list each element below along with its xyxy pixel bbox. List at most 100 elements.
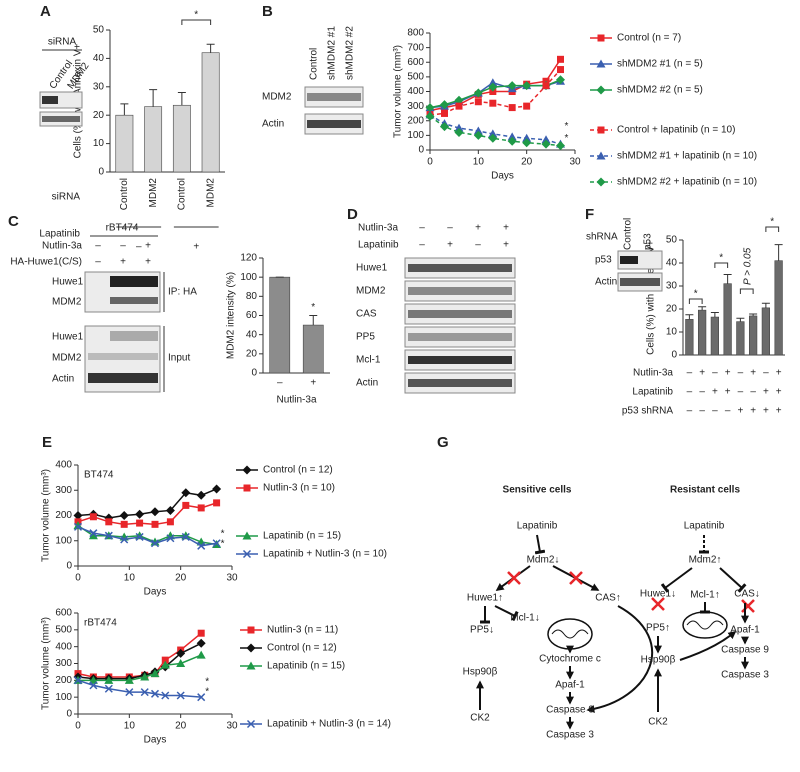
marker <box>488 129 498 138</box>
blot-title: siRNA <box>48 37 77 48</box>
diagram-node: CK2 <box>648 717 668 728</box>
row-label: Actin <box>52 374 74 385</box>
marker <box>125 688 134 697</box>
marker <box>212 484 222 494</box>
marker <box>507 81 517 91</box>
marker <box>124 675 134 684</box>
series-line <box>77 526 217 547</box>
marker <box>557 66 564 74</box>
marker <box>89 681 98 690</box>
panel-label: E <box>42 434 52 451</box>
row-label: p53 <box>595 255 612 266</box>
condition: – <box>763 368 769 379</box>
blot-band <box>408 356 512 364</box>
marker <box>556 75 565 85</box>
x-tick-label: 10 <box>473 157 485 168</box>
marker <box>196 650 206 659</box>
diagram-node: Huwe1↑ <box>467 593 503 604</box>
diagram-arrows <box>476 534 755 730</box>
y-tick-label: 200 <box>55 510 72 521</box>
marker <box>243 484 251 492</box>
row-label: MDM2 <box>52 353 82 364</box>
marker <box>489 99 497 107</box>
marker <box>73 676 83 685</box>
marker <box>140 688 149 697</box>
condition: – <box>687 406 693 417</box>
marker <box>488 82 498 92</box>
marker <box>176 691 185 700</box>
x-axis-label: Days <box>144 587 167 598</box>
marker <box>165 531 175 540</box>
y-tick-label: 120 <box>240 253 257 264</box>
treatment: – <box>419 223 425 234</box>
marker <box>150 689 160 698</box>
series-line <box>77 488 217 519</box>
marker <box>104 684 113 693</box>
marker <box>440 100 449 110</box>
y-tick-label: 0 <box>671 350 677 361</box>
y-tick-label: 200 <box>407 115 424 126</box>
marker <box>596 151 606 160</box>
blot-band <box>620 278 660 286</box>
bar <box>761 307 770 356</box>
blot-label: IP: HA <box>168 287 197 298</box>
marker <box>88 531 98 540</box>
marker <box>242 531 252 540</box>
y-tick-label: 0 <box>98 167 104 178</box>
marker <box>73 511 83 520</box>
y-tick-label: 400 <box>55 641 72 652</box>
treatment: + <box>145 241 151 252</box>
chart-title: BT474 <box>84 470 114 481</box>
condition: + <box>776 368 782 379</box>
y-tick-label: 800 <box>407 28 424 39</box>
y-axis-label: Tumor volume (mm³) <box>393 45 404 138</box>
marker <box>242 549 252 559</box>
bar <box>723 283 732 356</box>
annotation: * <box>221 528 225 539</box>
diagram-node: Mcl-1↓ <box>510 613 539 624</box>
annotation: * <box>770 217 774 228</box>
row-label: Lapatinib <box>632 387 673 398</box>
annotation: * <box>565 133 569 144</box>
annotation: * <box>194 10 198 21</box>
row-label: Nutlin-3a <box>42 241 82 252</box>
bar <box>172 104 191 173</box>
x-tick-label: MDM2 <box>205 178 216 208</box>
condition: – <box>738 368 744 379</box>
marker <box>454 123 464 132</box>
diagram-node: Mdm2↑ <box>689 555 722 566</box>
marker <box>507 132 517 141</box>
y-tick-label: 20 <box>93 110 105 121</box>
blot-band <box>408 287 512 295</box>
diagram-node: Apaf-1 <box>555 680 585 691</box>
y-tick-label: 500 <box>407 72 424 83</box>
blot-band <box>110 331 158 341</box>
x-tick-label: 0 <box>75 721 81 732</box>
row-label: Actin <box>595 277 617 288</box>
row-label: HA-Huwe1(C/S) <box>10 257 82 268</box>
x-tick-label: 20 <box>175 573 187 584</box>
marker <box>104 675 114 684</box>
condition: + <box>699 368 705 379</box>
error-bar <box>206 43 215 53</box>
marker <box>197 541 206 550</box>
bar <box>269 276 291 374</box>
panel-label: A <box>40 3 51 20</box>
error-bar <box>710 311 719 318</box>
blot-band <box>42 96 58 104</box>
treatment: + <box>145 257 151 268</box>
y-tick-label: 100 <box>55 535 72 546</box>
row-label: p53 shRNA <box>622 406 673 417</box>
y-tick-label: 300 <box>407 101 424 112</box>
y-tick-label: 200 <box>55 675 72 686</box>
y-tick-label: 50 <box>93 25 105 36</box>
legend-label: shMDM2 #2 + lapatinib (n = 10) <box>617 177 757 188</box>
y-tick-label: 10 <box>93 138 105 149</box>
sig-bracket <box>765 226 780 232</box>
y-tick-label: 30 <box>93 81 105 92</box>
marker <box>454 95 464 105</box>
marker <box>522 138 532 148</box>
diagram-node: Caspase 3 <box>546 730 594 741</box>
row-label: Huwe1 <box>356 263 388 274</box>
diagram-node: Caspase 9 <box>546 705 594 716</box>
